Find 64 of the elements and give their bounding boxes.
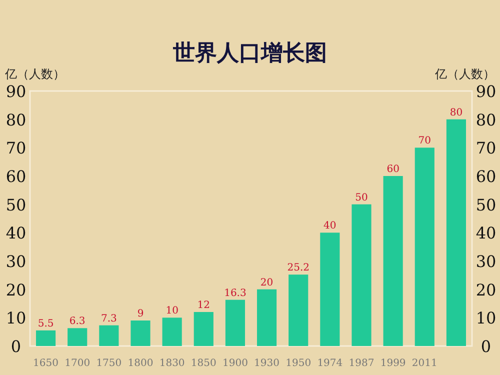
x-tick-label: 1930 [254, 358, 280, 369]
data-label: 60 [386, 164, 400, 175]
data-label: 10 [166, 306, 178, 317]
data-label: 12 [197, 300, 210, 311]
bar [36, 330, 56, 346]
x-tick-label: 1850 [190, 358, 216, 369]
x-tick-label: 1950 [286, 358, 312, 369]
y-tick-label: 30 [6, 252, 26, 271]
data-label: 25.2 [287, 262, 310, 274]
data-label: 80 [450, 107, 463, 118]
x-tick-label: 1650 [33, 358, 59, 369]
y-tick-label: 50 [6, 195, 26, 214]
data-label: 6.3 [69, 316, 86, 328]
data-label: 9 [137, 308, 144, 320]
bar [68, 328, 88, 346]
bar [130, 320, 150, 346]
x-tick-label: 1830 [159, 358, 185, 369]
x-tick-label: 2011 [412, 358, 438, 369]
bar [99, 325, 119, 346]
bar [162, 318, 182, 346]
bar [414, 148, 434, 346]
bar [383, 176, 403, 346]
bar [352, 204, 372, 346]
y2-tick-label: 50 [476, 195, 496, 214]
y2-tick-label: 20 [476, 280, 496, 300]
bar [225, 300, 245, 346]
y-tick-label: 80 [6, 110, 26, 130]
y2-tick-label: 70 [476, 138, 496, 158]
y2-tick-label: 0 [480, 337, 492, 356]
chart-title: 世界人口增长图 [172, 40, 327, 66]
y-tick-label: 0 [10, 337, 22, 356]
bar [446, 119, 466, 346]
y-tick-label: 40 [6, 224, 26, 243]
y2-tick-label: 80 [476, 110, 496, 130]
y-tick-label: 20 [6, 280, 26, 300]
data-label: 5.5 [38, 318, 54, 330]
x-tick-label: 1974 [317, 358, 343, 369]
data-label: 16.3 [224, 288, 246, 299]
y-tick-label: 10 [6, 308, 26, 328]
data-label: 7.3 [100, 313, 117, 324]
x-tick-label: 1900 [222, 358, 248, 369]
bar [257, 289, 277, 346]
data-label: 20 [260, 277, 274, 288]
x-tick-label: 1800 [128, 358, 154, 369]
x-tick-label: 1750 [96, 358, 122, 369]
x-tick-label: 1700 [64, 358, 90, 369]
x-tick-label: 1987 [348, 358, 374, 369]
data-label: 70 [418, 136, 432, 147]
y-tick-label: 90 [6, 82, 26, 101]
y2-tick-label: 10 [476, 308, 496, 328]
y-tick-label: 70 [6, 138, 26, 158]
bar [288, 274, 308, 346]
x-tick-label: 1999 [380, 358, 406, 369]
bar [320, 232, 340, 346]
y2-tick-label: 30 [476, 252, 496, 271]
data-label: 50 [355, 192, 368, 204]
bar [194, 312, 214, 346]
y2-axis-title: 亿（人数） [434, 67, 495, 81]
y-axis-title: 亿（人数） [4, 67, 65, 81]
data-label: 40 [324, 220, 336, 232]
y2-tick-label: 60 [476, 167, 496, 186]
y2-tick-label: 40 [476, 224, 496, 243]
y2-tick-label: 90 [476, 82, 496, 101]
y-tick-label: 60 [6, 167, 26, 186]
